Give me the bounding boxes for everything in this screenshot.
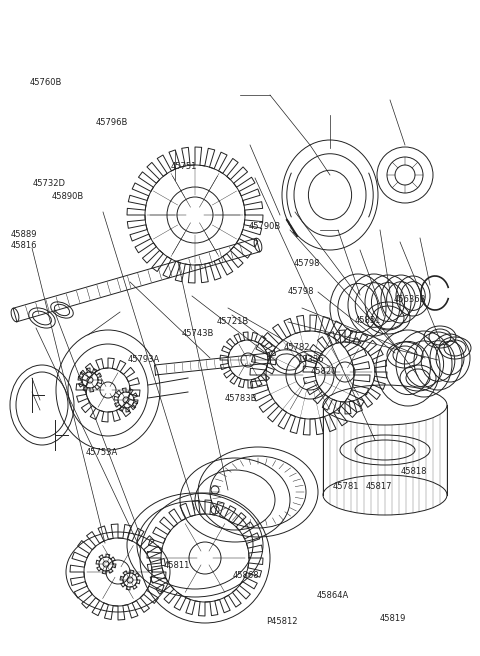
- Text: 45743B: 45743B: [181, 329, 214, 338]
- Text: 45816: 45816: [11, 241, 37, 250]
- Text: 45817: 45817: [366, 482, 392, 491]
- Text: 45890B: 45890B: [52, 192, 84, 201]
- Text: 45864A: 45864A: [317, 591, 349, 600]
- Text: 45636B: 45636B: [394, 295, 426, 304]
- Text: P45812: P45812: [266, 617, 298, 626]
- Text: 45732D: 45732D: [33, 179, 66, 188]
- Text: 45798: 45798: [288, 287, 314, 296]
- Text: 45781: 45781: [332, 482, 359, 491]
- Text: 45796B: 45796B: [96, 117, 128, 127]
- Text: 45889: 45889: [11, 230, 37, 239]
- Text: 45753A: 45753A: [85, 448, 118, 457]
- Text: 45819: 45819: [379, 614, 406, 623]
- Text: 45790B: 45790B: [249, 222, 281, 232]
- Text: 45783B: 45783B: [225, 394, 257, 403]
- Text: 45818: 45818: [401, 466, 427, 476]
- Text: 45751: 45751: [170, 162, 197, 171]
- Text: 45782: 45782: [283, 343, 310, 352]
- Text: 45811: 45811: [163, 561, 190, 570]
- Text: 45793A: 45793A: [127, 355, 159, 364]
- Text: 45868: 45868: [233, 571, 259, 581]
- Text: 45851: 45851: [354, 316, 381, 325]
- Text: 19336: 19336: [297, 355, 323, 364]
- Text: 45760B: 45760B: [30, 78, 62, 87]
- Text: 45721B: 45721B: [217, 317, 249, 326]
- Text: 45820: 45820: [311, 367, 337, 376]
- Text: 45798: 45798: [294, 259, 320, 268]
